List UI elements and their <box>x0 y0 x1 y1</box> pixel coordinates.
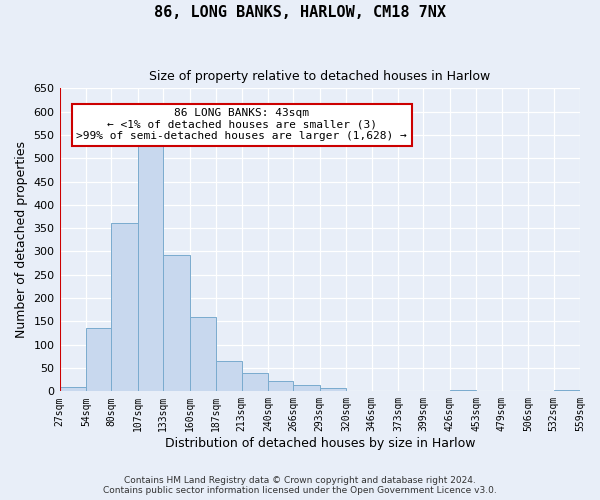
Title: Size of property relative to detached houses in Harlow: Size of property relative to detached ho… <box>149 70 490 83</box>
Bar <box>268 381 293 392</box>
Bar <box>86 328 112 392</box>
Bar <box>320 388 346 392</box>
Bar <box>138 140 163 392</box>
Bar <box>112 222 138 392</box>
Bar <box>293 385 320 392</box>
Text: Contains HM Land Registry data © Crown copyright and database right 2024.
Contai: Contains HM Land Registry data © Crown c… <box>103 476 497 495</box>
X-axis label: Distribution of detached houses by size in Harlow: Distribution of detached houses by size … <box>164 437 475 450</box>
Bar <box>216 360 242 392</box>
Text: 86, LONG BANKS, HARLOW, CM18 7NX: 86, LONG BANKS, HARLOW, CM18 7NX <box>154 5 446 20</box>
Bar <box>163 255 190 392</box>
Bar <box>450 390 476 392</box>
Bar <box>190 316 216 392</box>
Bar <box>242 372 268 392</box>
Bar <box>59 386 86 392</box>
Text: 86 LONG BANKS: 43sqm
← <1% of detached houses are smaller (3)
>99% of semi-detac: 86 LONG BANKS: 43sqm ← <1% of detached h… <box>76 108 407 141</box>
Bar <box>554 390 580 392</box>
Y-axis label: Number of detached properties: Number of detached properties <box>15 142 28 338</box>
